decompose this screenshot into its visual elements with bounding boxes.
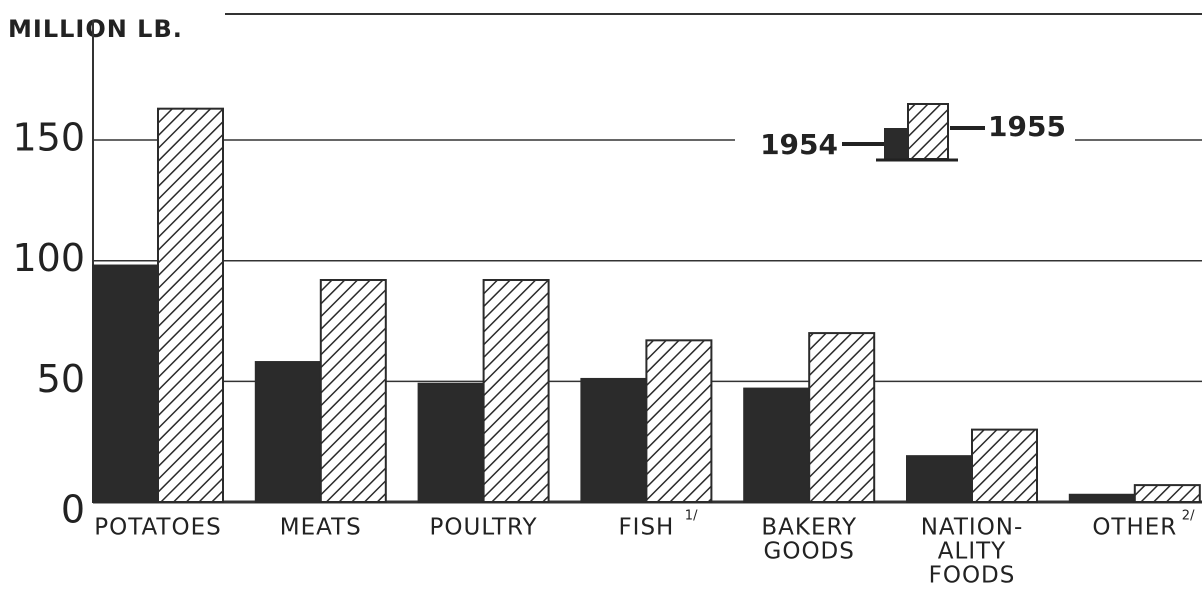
bar — [971, 428, 1038, 503]
bar — [254, 361, 322, 503]
bar — [417, 382, 485, 503]
legend-label: 1954 — [760, 128, 838, 161]
x-tick-label: FOODS — [929, 563, 1016, 589]
x-tick-label: MEATS — [280, 515, 362, 541]
x-tick-label: ALITY — [938, 539, 1006, 565]
x-tick-label: BAKERY — [761, 515, 857, 541]
x-tick-label: POTATOES — [94, 515, 221, 541]
bar — [1068, 493, 1136, 503]
legend-swatch — [907, 103, 949, 160]
x-tick-label: FISH — [618, 515, 674, 541]
y-tick-label: 50 — [37, 357, 85, 401]
bar — [808, 332, 876, 503]
bar — [645, 339, 713, 504]
y-tick-label: 150 — [12, 116, 85, 160]
bar — [743, 387, 811, 503]
bar — [319, 279, 387, 503]
legend-label: 1955 — [988, 110, 1066, 143]
x-tick-label: POULTRY — [430, 515, 538, 541]
x-tick-label: GOODS — [764, 539, 855, 565]
y-tick-label: 0 — [61, 488, 85, 532]
footnote-mark: 2/ — [1182, 509, 1195, 524]
bar — [1133, 484, 1201, 504]
bar — [482, 279, 550, 503]
footnote-mark: 1/ — [685, 509, 698, 524]
x-tick-label: NATION- — [921, 515, 1024, 541]
y-axis-label: MILLION LB. — [8, 15, 183, 43]
bar — [157, 107, 224, 503]
x-tick-label: OTHER — [1092, 515, 1177, 541]
y-tick-label: 100 — [12, 236, 85, 280]
bar — [906, 455, 973, 504]
bar — [92, 264, 159, 503]
bar — [580, 377, 648, 504]
